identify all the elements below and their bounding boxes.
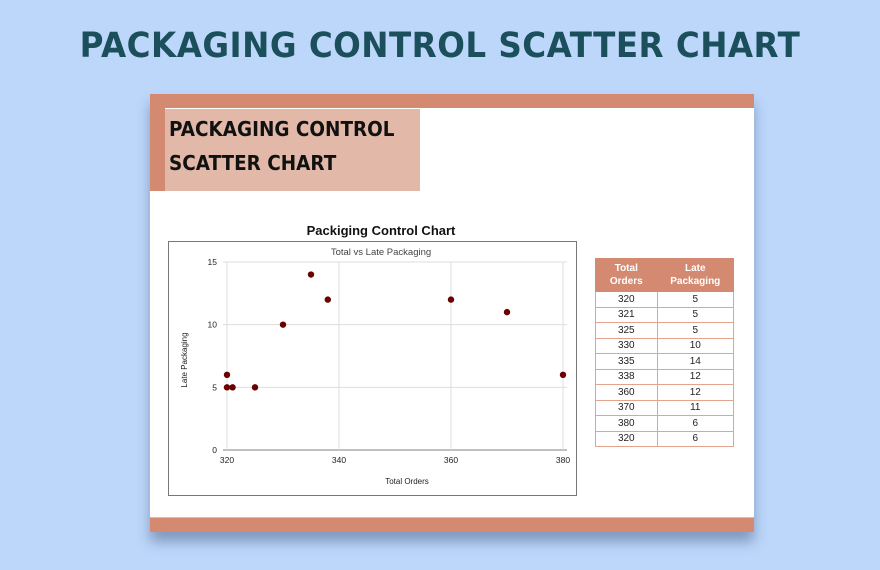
table-row: 330 10 (595, 337, 735, 354)
page-title: PACKAGING CONTROL SCATTER CHART (79, 26, 801, 66)
table-row: 338 12 (595, 368, 735, 385)
table-row: 360 12 (595, 384, 735, 401)
cell-late-packaging: 5 (656, 306, 735, 323)
card-bottom-bar (150, 517, 754, 532)
card-title-box: PACKAGING CONTROL SCATTER CHART (165, 109, 420, 191)
cell-total-orders: 320 (595, 291, 658, 308)
scatter-point (223, 384, 231, 391)
table-body: 320 5 321 5 325 5 330 10 335 14 338 12 360 12 370 11 380… (595, 291, 735, 447)
scatter-point (503, 308, 511, 316)
cell-total-orders: 338 (595, 368, 658, 385)
cell-late-packaging: 10 (656, 337, 735, 354)
y-tick-label: 15 (208, 257, 218, 267)
card-title-line-2: SCATTER CHART (169, 151, 337, 175)
cell-late-packaging: 6 (656, 415, 735, 432)
table-row: 325 5 (595, 322, 735, 339)
chart-subtitle: Total vs Late Packaging (331, 247, 431, 258)
header-total-orders: Total Orders (595, 258, 658, 292)
header-late-packaging: Late Packaging (656, 258, 735, 292)
card-title-line-1: PACKAGING CONTROL (169, 117, 395, 141)
data-table: Total Orders Late Packaging 320 5 321 5 325 5… (595, 258, 735, 447)
table-row: 320 5 (595, 291, 735, 308)
cell-total-orders: 325 (595, 322, 658, 339)
cell-late-packaging: 5 (656, 322, 735, 339)
scatter-point (251, 384, 259, 391)
x-tick-label: 340 (332, 455, 346, 465)
cell-total-orders: 330 (595, 337, 658, 354)
scatter-point (279, 321, 287, 328)
cell-total-orders: 320 (595, 430, 658, 447)
cell-late-packaging: 12 (656, 384, 735, 401)
scatter-point (307, 271, 315, 278)
x-tick-label: 380 (556, 455, 570, 465)
y-tick-label: 5 (212, 382, 217, 392)
cell-late-packaging: 12 (656, 368, 735, 385)
y-tick-label: 10 (208, 320, 218, 330)
cell-total-orders: 380 (595, 415, 658, 432)
table-row: 380 6 (595, 415, 735, 432)
card-left-strip (150, 108, 165, 191)
scatter-chart: Total vs Late Packaging 0 5 10 15 320 340 360… (168, 241, 577, 496)
x-axis-label: Total Orders (385, 477, 429, 486)
y-axis-ticks: 0 5 10 15 (208, 257, 218, 455)
table-row: 335 14 (595, 353, 735, 370)
table-row: 320 6 (595, 430, 735, 447)
cell-late-packaging: 11 (656, 399, 735, 416)
data-points (223, 271, 567, 391)
y-tick-label: 0 (212, 445, 217, 455)
table-row: 321 5 (595, 306, 735, 323)
cell-total-orders: 321 (595, 306, 658, 323)
scatter-point (559, 371, 567, 378)
x-tick-label: 320 (220, 455, 234, 465)
scatter-point (223, 371, 231, 378)
y-axis-label: Late Packaging (180, 332, 189, 387)
table-row: 370 11 (595, 399, 735, 416)
chart-grid (223, 261, 567, 451)
table-header-row: Total Orders Late Packaging (595, 258, 735, 292)
card-top-bar (150, 94, 754, 108)
scatter-point (324, 296, 331, 303)
scatter-point (447, 296, 455, 303)
cell-late-packaging: 5 (656, 291, 735, 308)
chart-heading: Packiging Control Chart (306, 223, 456, 238)
cell-late-packaging: 14 (656, 353, 735, 370)
x-axis-ticks: 320 340 360 380 (220, 455, 570, 465)
cell-late-packaging: 6 (656, 430, 735, 447)
cell-total-orders: 335 (595, 353, 658, 370)
scatter-point (229, 384, 236, 391)
cell-total-orders: 360 (595, 384, 658, 401)
chart-plot: Total vs Late Packaging 0 5 10 15 320 340 360… (180, 247, 570, 486)
cell-total-orders: 370 (595, 399, 658, 416)
x-tick-label: 360 (444, 455, 458, 465)
